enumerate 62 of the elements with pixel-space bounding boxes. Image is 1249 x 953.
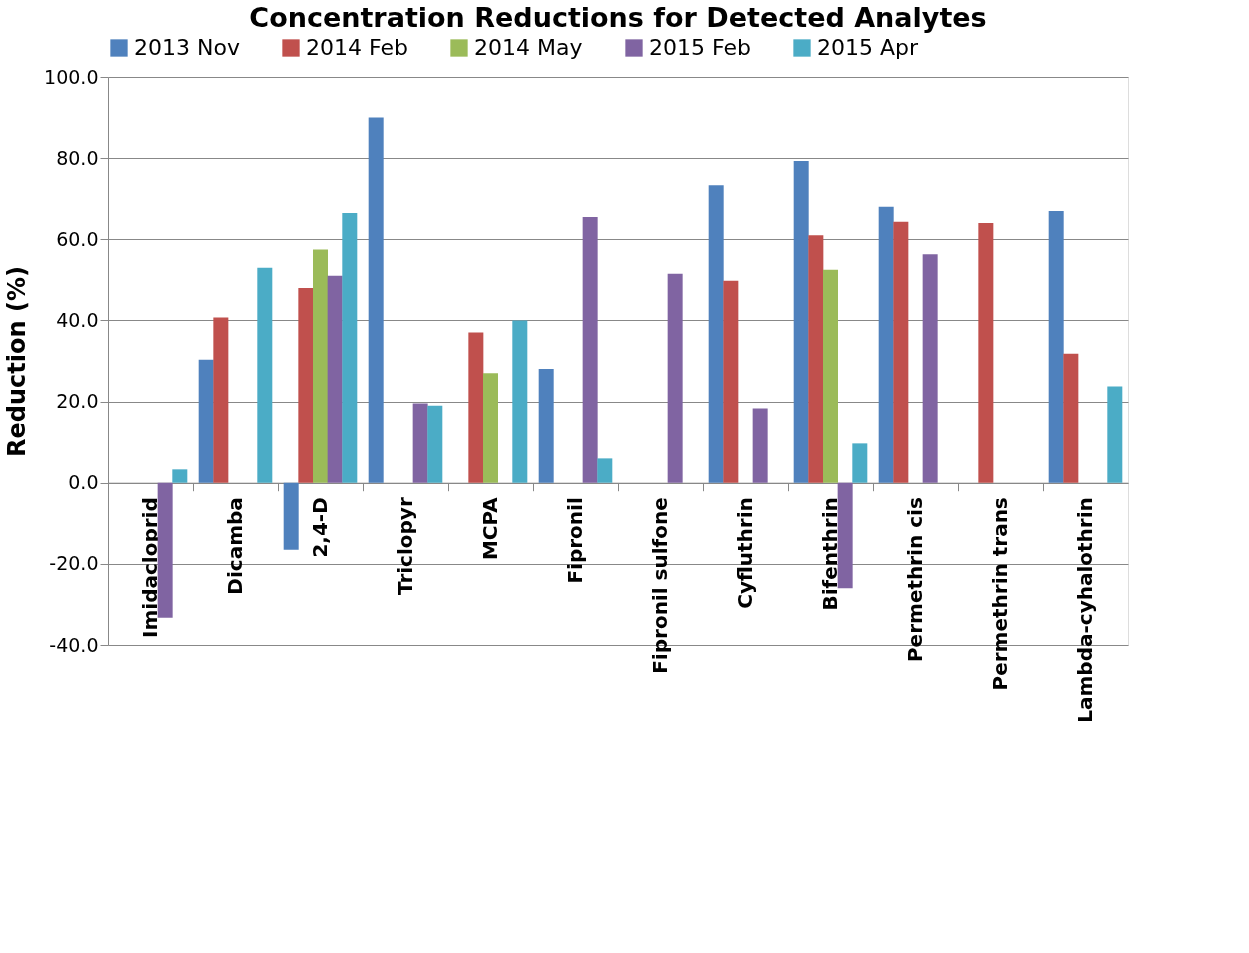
y-tick-label: 40.0	[56, 308, 99, 331]
bar	[483, 373, 498, 483]
y-tick-label: 80.0	[56, 146, 99, 169]
bar	[283, 482, 299, 550]
bar	[327, 275, 343, 483]
y-tick-label: -20.0	[49, 552, 99, 575]
bar	[582, 216, 598, 483]
bar	[978, 223, 994, 483]
bar	[468, 332, 484, 483]
legend-label: 2013 Nov	[134, 35, 240, 60]
bar	[1048, 210, 1064, 483]
bar	[412, 403, 428, 483]
bar	[793, 160, 809, 483]
legend-label: 2015 Apr	[817, 35, 919, 60]
y-tick-label: 100.0	[44, 65, 99, 88]
legend-label: 2014 May	[474, 35, 583, 60]
bar	[1107, 386, 1123, 483]
legend-label: 2015 Feb	[649, 35, 751, 60]
x-tick-label: Dicamba	[222, 497, 247, 595]
bar	[878, 206, 894, 483]
y-tick-label: 20.0	[56, 390, 99, 413]
bar	[198, 359, 214, 483]
bar	[1063, 353, 1079, 483]
bar	[157, 482, 173, 618]
x-tick-label: Lambda-cyhalothrin	[1072, 497, 1097, 723]
x-tick-label: Permethrin cis	[902, 497, 927, 663]
x-tick-label: Permethrin trans	[987, 497, 1012, 691]
x-tick-label: Triclopyr	[392, 497, 417, 596]
y-axis-title: Reduction (%)	[3, 266, 32, 457]
bar	[922, 254, 938, 483]
bar	[427, 405, 443, 483]
x-tick-label: Fipronil sulfone	[647, 497, 672, 674]
bar	[852, 443, 868, 483]
bar	[752, 408, 768, 483]
bar	[298, 287, 314, 483]
x-tick-label: Bifenthrin	[817, 497, 842, 611]
legend-label: 2014 Feb	[306, 35, 408, 60]
bar	[893, 221, 909, 483]
bar	[213, 317, 229, 483]
bar	[708, 185, 724, 483]
bar	[342, 212, 358, 483]
bar	[512, 320, 528, 483]
y-tick-label: -40.0	[49, 633, 99, 656]
x-tick-label: Cyfluthrin	[732, 497, 757, 609]
bar	[368, 117, 384, 483]
bar	[172, 469, 188, 483]
bar	[723, 280, 739, 483]
chart-title: Concentration Reductions for Detected Analytes	[249, 2, 987, 33]
bar	[538, 369, 554, 483]
bar	[313, 249, 328, 483]
y-tick-label: 0.0	[68, 471, 99, 494]
x-tick-label: MCPA	[477, 496, 502, 561]
x-tick-label: Fipronil	[562, 497, 587, 584]
x-tick-label: Imidacloprid	[137, 497, 162, 638]
bar	[667, 273, 683, 483]
bar	[823, 269, 838, 483]
y-tick-label: 60.0	[56, 227, 99, 250]
bar	[257, 267, 273, 483]
bar	[808, 235, 824, 483]
bar	[837, 482, 853, 589]
x-tick-label: 2,4-D	[307, 497, 332, 558]
bar	[597, 458, 613, 483]
